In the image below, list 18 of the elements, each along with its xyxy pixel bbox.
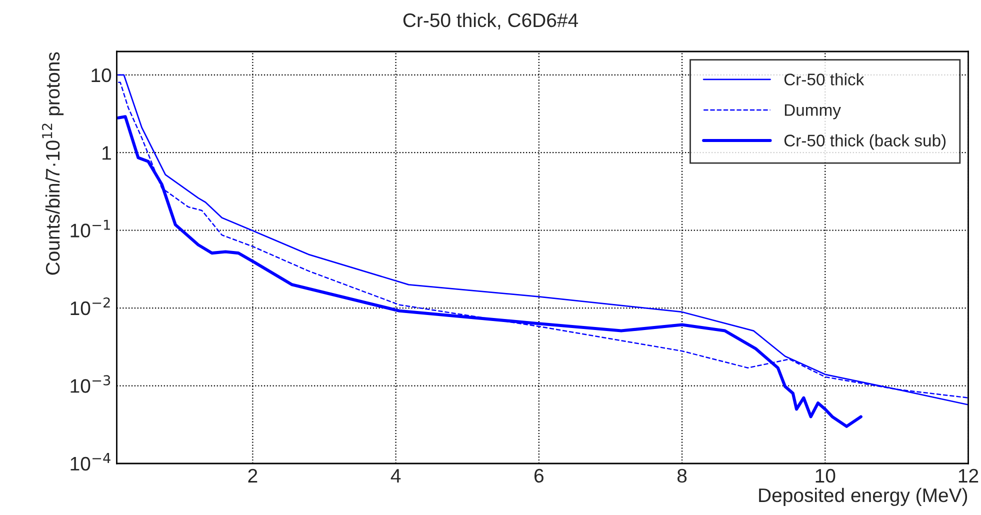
x-tick-label: 8 bbox=[677, 468, 687, 483]
legend-label: Cr-50 thick bbox=[784, 73, 864, 86]
y-tick-label: 10$^{−4}$ bbox=[70, 453, 110, 471]
y-tick-label: 10$^{−2}$ bbox=[70, 297, 110, 316]
legend-label: Dummy bbox=[784, 104, 841, 120]
chart-title: Cr-50 thick, C6D6#4 bbox=[403, 12, 578, 30]
y-tick-label: 10 bbox=[92, 68, 112, 82]
y-tick-label: 10$^{−3}$ bbox=[70, 375, 110, 393]
y-axis-title: Counts/bin/7·10$^{12}$ protons bbox=[42, 52, 64, 275]
x-tick-label: 10 bbox=[816, 468, 836, 483]
legend-label: Cr-50 thick (back sub) bbox=[784, 134, 946, 150]
x-tick-label: 4 bbox=[390, 469, 401, 482]
x-tick-label: 2 bbox=[248, 468, 258, 482]
y-tick-label: 10$^{−1}$ bbox=[70, 220, 110, 238]
x-axis-title: Deposited energy (MeV) bbox=[759, 488, 968, 506]
x-tick-label: 12 bbox=[958, 468, 978, 482]
x-tick-label: 6 bbox=[534, 468, 544, 483]
y-tick-label: 1 bbox=[102, 146, 111, 160]
